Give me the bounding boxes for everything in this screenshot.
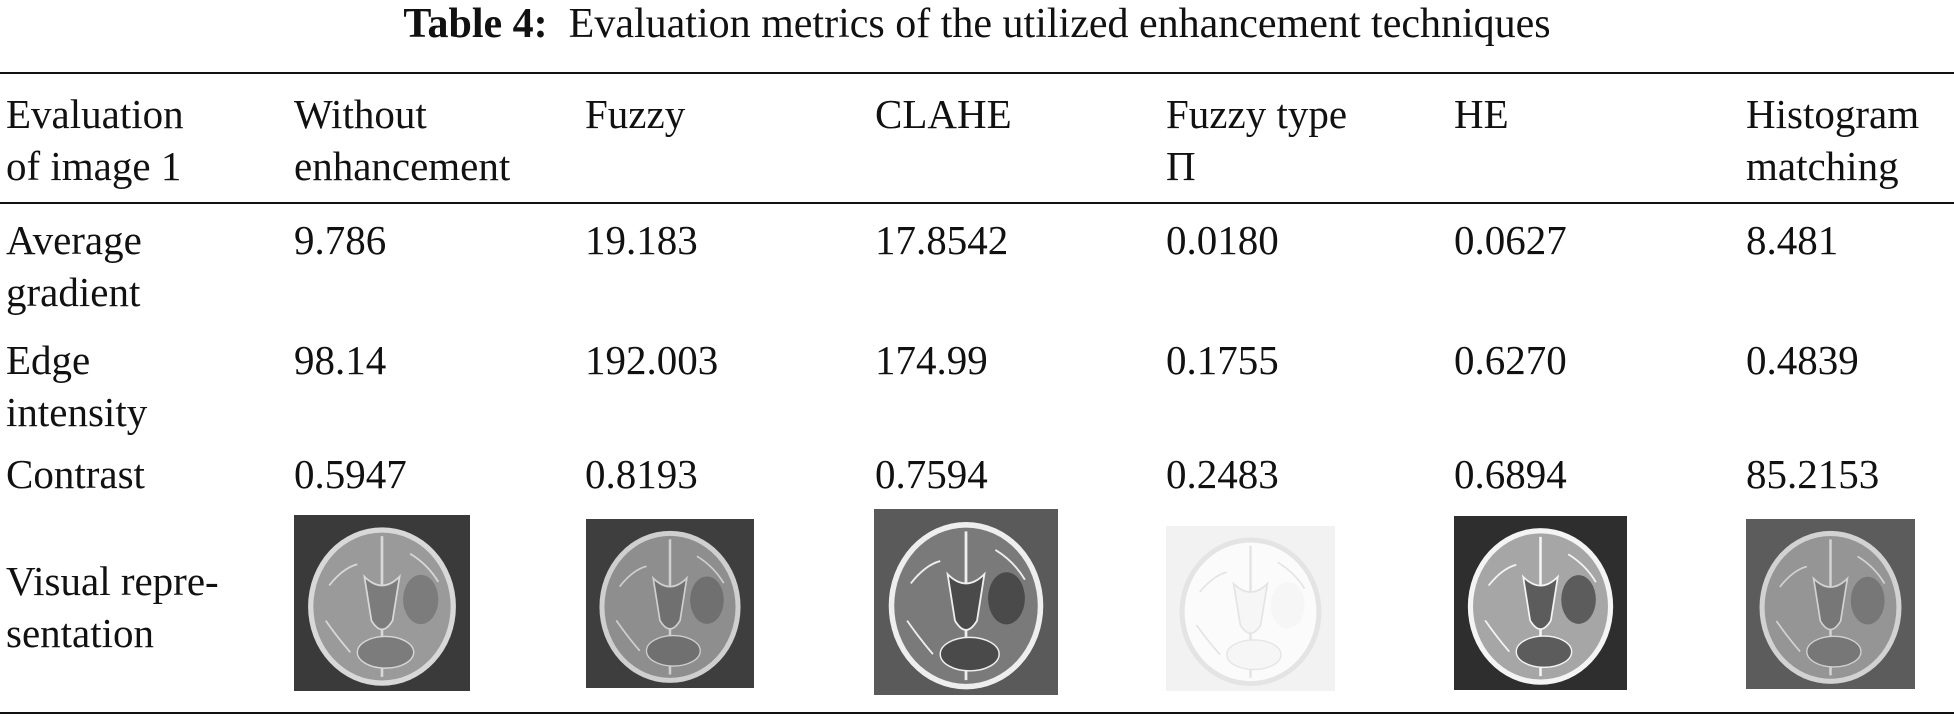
value-cell: 174.99 bbox=[875, 337, 988, 383]
value-cell: 0.8193 bbox=[585, 451, 698, 497]
value-cell: 0.6270 bbox=[1454, 337, 1567, 383]
top-rule bbox=[0, 72, 1954, 74]
header-cell: Fuzzy type Π bbox=[1166, 91, 1348, 189]
value-cell: 0.6894 bbox=[1454, 451, 1567, 497]
header-cell: Histogram matching bbox=[1746, 91, 1920, 189]
header-cell: Without enhancement bbox=[294, 91, 511, 189]
brain-scan-image bbox=[874, 509, 1058, 695]
row-label: Contrast bbox=[6, 451, 145, 497]
value-cell: 0.2483 bbox=[1166, 451, 1279, 497]
row-label: Visual repre- sentation bbox=[6, 558, 219, 656]
value-cell: 85.2153 bbox=[1746, 451, 1880, 497]
value-cell: 8.481 bbox=[1746, 217, 1839, 263]
bottom-rule bbox=[0, 712, 1954, 714]
row-label: Average gradient bbox=[6, 217, 142, 315]
header-cell: Fuzzy bbox=[585, 91, 686, 137]
header-cell: CLAHE bbox=[875, 91, 1012, 137]
brain-scan-image bbox=[294, 515, 470, 691]
brain-scan-image bbox=[1454, 516, 1627, 690]
value-cell: 98.14 bbox=[294, 337, 387, 383]
brain-scan-image bbox=[1746, 519, 1915, 689]
row-label: Edge intensity bbox=[6, 337, 148, 435]
brain-scan-image bbox=[1166, 526, 1335, 691]
header-cell: Evaluation of image 1 bbox=[6, 91, 184, 189]
value-cell: 0.5947 bbox=[294, 451, 407, 497]
caption-label: Table 4: bbox=[403, 1, 548, 47]
value-cell: 0.0180 bbox=[1166, 217, 1279, 263]
value-cell: 17.8542 bbox=[875, 217, 1009, 263]
header-cell: HE bbox=[1454, 91, 1509, 137]
value-cell: 9.786 bbox=[294, 217, 387, 263]
table-caption: Table 4: Evaluation metrics of the utili… bbox=[0, 0, 1954, 48]
value-cell: 0.0627 bbox=[1454, 217, 1567, 263]
value-cell: 19.183 bbox=[585, 217, 698, 263]
caption-text: Evaluation metrics of the utilized enhan… bbox=[568, 1, 1551, 47]
header-rule bbox=[0, 202, 1954, 204]
value-cell: 0.7594 bbox=[875, 451, 988, 497]
value-cell: 0.4839 bbox=[1746, 337, 1859, 383]
brain-scan-image bbox=[586, 519, 754, 688]
value-cell: 192.003 bbox=[585, 337, 719, 383]
value-cell: 0.1755 bbox=[1166, 337, 1279, 383]
